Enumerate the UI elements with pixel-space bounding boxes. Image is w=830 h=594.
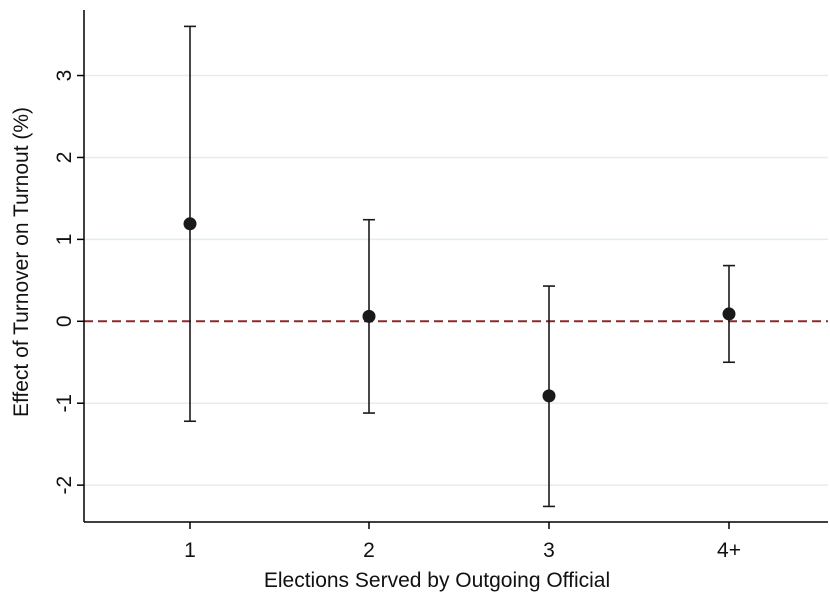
x-tick-label: 3 [543,539,555,562]
y-axis-ticks: -2 -1 0 1 2 3 [53,70,84,495]
y-axis-title: Effect of Turnover on Turnout (%) [10,107,33,417]
x-axis-title: Elections Served by Outgoing Official [264,569,610,592]
point-estimate-3 [542,389,556,403]
y-tick-label: 1 [53,234,76,246]
point-estimate-4+ [722,307,736,321]
point-estimate-1 [183,217,197,231]
x-axis-ticks: 1 2 3 4+ [184,522,741,562]
x-tick-label: 2 [363,539,375,562]
y-tick-label: 2 [53,152,76,164]
y-tick-label: 3 [53,70,76,82]
y-tick-label: -2 [53,476,76,495]
gridlines [84,74,828,486]
x-tick-label: 4+ [717,539,741,562]
error-bars [184,25,735,508]
y-tick-label: -1 [53,394,76,413]
y-tick-label: 0 [53,315,76,327]
point-estimates [183,217,736,403]
point-estimate-2 [362,309,376,323]
x-tick-label: 1 [184,539,196,562]
